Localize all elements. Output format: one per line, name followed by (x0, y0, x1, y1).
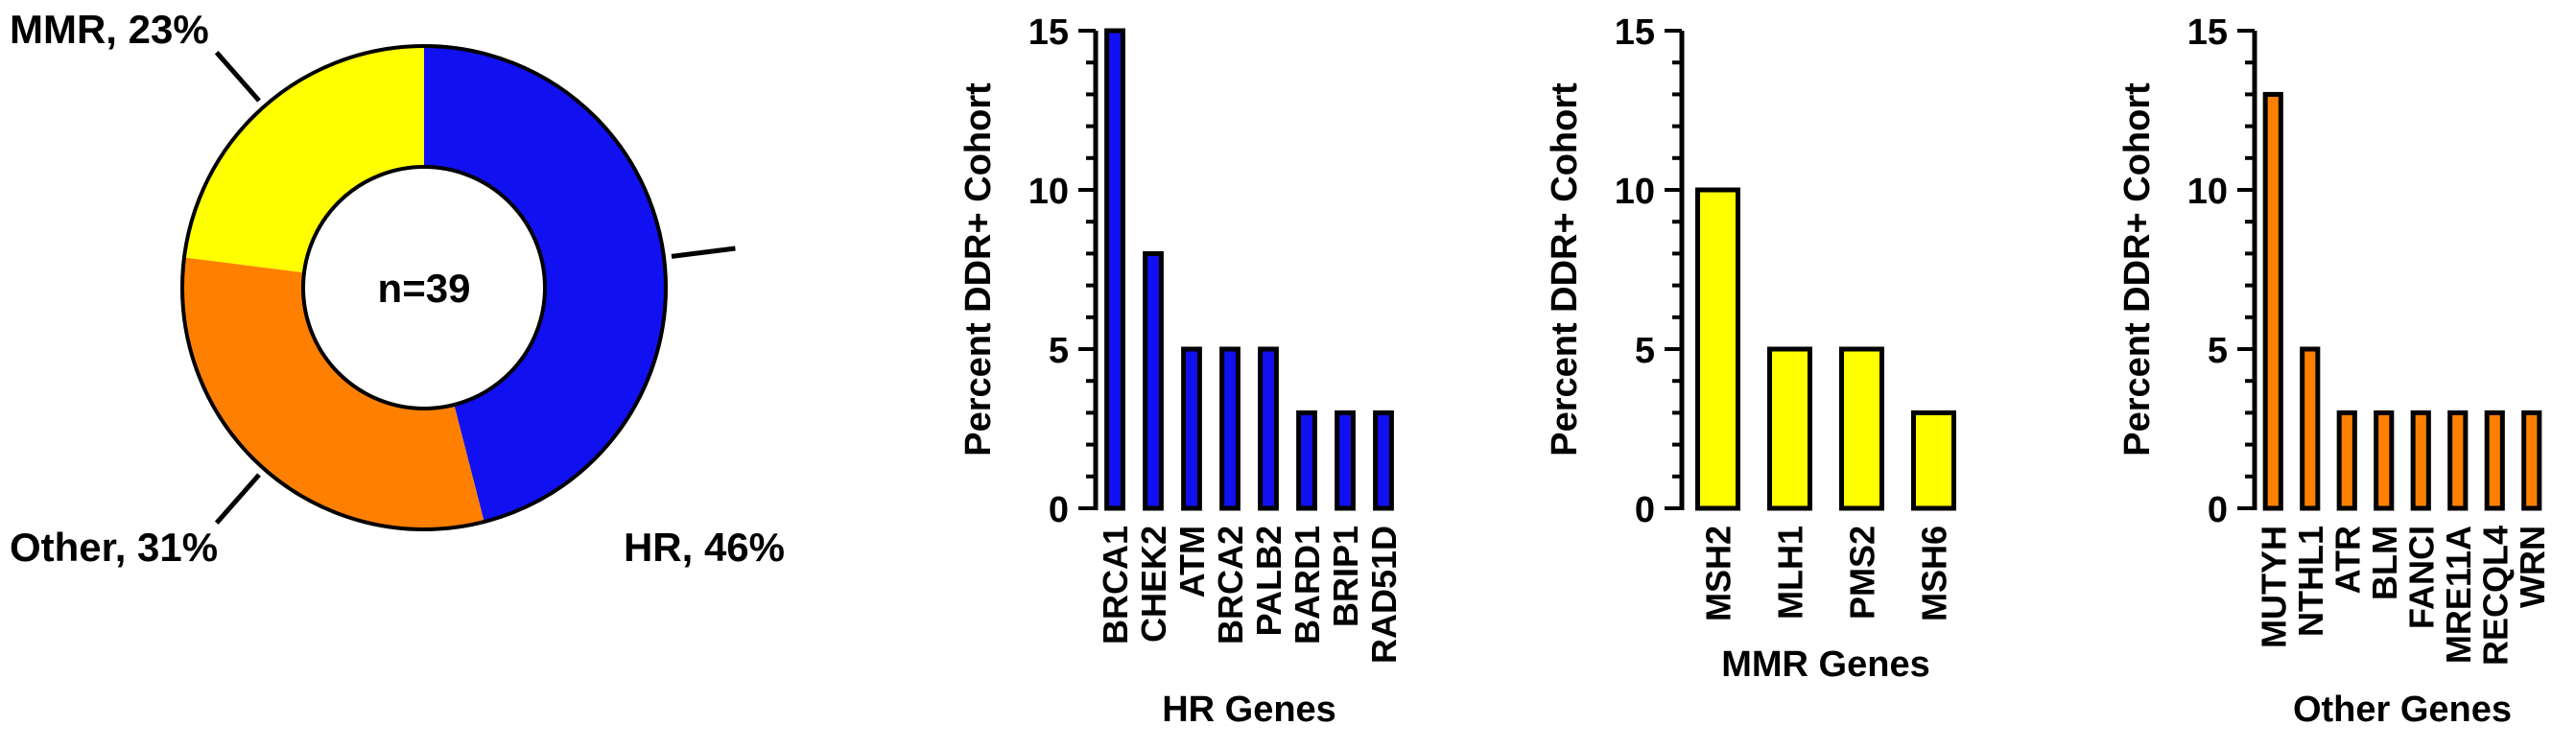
y-axis-title: Percent DDR+ Cohort (958, 82, 999, 456)
leader-line-hr (671, 246, 736, 259)
donut-slice-mmr (183, 46, 424, 273)
bar-msh6 (1911, 410, 1956, 511)
bar-chek2 (1143, 250, 1164, 511)
donut-inner-ring (301, 165, 547, 410)
donut-center-label: n=39 (378, 266, 471, 311)
bar-chart-mmr: 0 5 10 15 Percent DDR+ Cohort MSH2 MLH1 PMS2 MSH… (1545, 12, 1956, 685)
donut-outer-ring (180, 44, 668, 531)
bar-nthl1 (2300, 346, 2321, 511)
bar-bard1 (1296, 410, 1317, 511)
y-tick-label: 15 (1028, 12, 1069, 53)
x-tick-label: BRIP1 (1326, 526, 1365, 627)
bar-rad51d (1373, 410, 1394, 511)
bar-palb2 (1258, 346, 1279, 511)
bar-fanci (2410, 410, 2431, 511)
y-tick-label: 10 (1028, 172, 1069, 212)
bar-pms2 (1839, 346, 1884, 511)
bar-mlh1 (1767, 346, 1812, 511)
x-axis-title: HR Genes (1162, 690, 1336, 730)
slice-label-hr: HR, 46% (624, 525, 785, 570)
bar-recql4 (2484, 410, 2505, 511)
bar-chart-other: 0 5 10 15 Percent DDR+ Cohort MUTYHNTHL1ATRBL… (2117, 12, 2552, 730)
slice-label-mmr: MMR, 23% (10, 7, 209, 52)
x-tick-label: BRCA1 (1096, 526, 1135, 644)
x-tick-label: MLH1 (1771, 526, 1810, 620)
bar-atr (2336, 410, 2357, 511)
y-tick-label: 0 (2208, 490, 2228, 530)
bar-blm (2374, 410, 2395, 511)
y-tick-label: 10 (1615, 172, 1655, 212)
x-tick-label: FANCI (2401, 526, 2441, 629)
leader-line-other (214, 473, 261, 525)
y-tick-label: 5 (1049, 331, 1069, 371)
x-tick-label: RAD51D (1364, 526, 1404, 664)
y-axis-title: Percent DDR+ Cohort (1545, 82, 1585, 456)
y-tick-label: 0 (1049, 490, 1069, 530)
bar-brca2 (1219, 346, 1241, 511)
x-tick-label: CHEK2 (1134, 526, 1173, 643)
x-tick-label: PMS2 (1843, 526, 1882, 620)
x-tick-label: ATM (1172, 526, 1212, 597)
x-axis-title: Other Genes (2293, 690, 2512, 730)
x-tick-label: PALB2 (1249, 526, 1288, 636)
leader-line-mmr (214, 51, 261, 103)
bar-msh2 (1695, 187, 1740, 511)
bar-brip1 (1335, 410, 1356, 511)
bar-mutyh (2262, 91, 2283, 511)
y-tick-label: 5 (2208, 331, 2228, 371)
donut-chart: n=39 HR, 46% Other, 31% MMR, 23% (10, 7, 785, 570)
y-tick-label: 15 (2187, 12, 2228, 53)
x-tick-label: BRCA2 (1211, 526, 1250, 644)
slice-label-other: Other, 31% (10, 525, 218, 570)
x-tick-label: ATR (2328, 526, 2367, 594)
y-tick-label: 15 (1615, 12, 1655, 53)
x-tick-label: NTHL1 (2291, 526, 2330, 637)
y-tick-label: 5 (1635, 331, 1655, 371)
y-tick-label: 10 (2187, 172, 2228, 212)
bar-mre11a (2447, 410, 2469, 511)
bar-atm (1181, 346, 1202, 511)
x-tick-label: MSH6 (1915, 526, 1954, 621)
x-tick-label: MRE11A (2439, 526, 2478, 664)
x-tick-label: MSH2 (1699, 526, 1738, 621)
x-tick-label: MUTYH (2254, 526, 2293, 648)
y-axis-title: Percent DDR+ Cohort (2117, 82, 2158, 456)
x-tick-label: WRN (2513, 526, 2552, 608)
bar-brca1 (1104, 28, 1125, 511)
x-tick-label: RECQL4 (2475, 526, 2515, 666)
x-tick-label: BARD1 (1288, 526, 1327, 644)
x-axis-title: MMR Genes (1721, 644, 1929, 685)
bar-wrn (2521, 410, 2542, 511)
x-tick-label: BLM (2365, 526, 2404, 600)
y-tick-label: 0 (1635, 490, 1655, 530)
